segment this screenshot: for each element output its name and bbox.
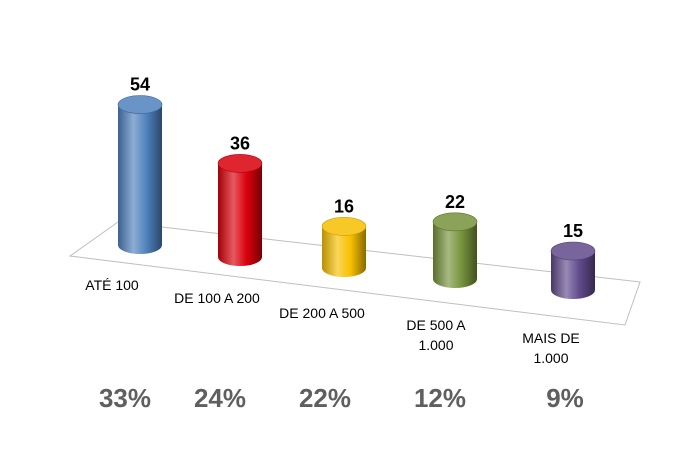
category-label: ATÉ 100 xyxy=(85,277,139,293)
category-label-line: 1.000 xyxy=(418,337,453,353)
bar-body xyxy=(118,104,162,254)
bar xyxy=(432,212,478,288)
bar-body xyxy=(551,251,595,299)
category-label: DE 200 A 500 xyxy=(279,305,365,321)
bar-top xyxy=(321,217,367,236)
bar-top xyxy=(432,212,478,232)
bar-body xyxy=(433,221,477,288)
chart-labels: 54 ATÉ 100 36 DE 100 A 200 16 DE 200 A 500 22 D… xyxy=(85,75,583,366)
bar-top xyxy=(550,241,596,261)
percentage-label: 9% xyxy=(546,383,584,413)
category-label-line: DE 200 A 500 xyxy=(279,305,365,321)
data-label: 16 xyxy=(334,196,354,216)
data-label: 15 xyxy=(563,221,583,241)
percentage-label: 22% xyxy=(298,383,352,413)
bar xyxy=(550,241,596,299)
data-label: 36 xyxy=(230,133,250,153)
category-label-line: DE 500 A xyxy=(406,317,466,333)
bar-body xyxy=(218,163,262,266)
bar-top xyxy=(217,154,263,173)
category-label-line: ATÉ 100 xyxy=(85,277,139,293)
bar-top xyxy=(117,95,163,114)
bar-body xyxy=(322,226,366,277)
data-label: 54 xyxy=(130,75,150,95)
percentage-label: 24% xyxy=(193,383,247,413)
bar xyxy=(117,95,163,254)
category-label-line: DE 100 A 200 xyxy=(174,290,260,306)
category-label: DE 100 A 200 xyxy=(174,290,260,306)
data-label: 22 xyxy=(445,192,465,212)
bar xyxy=(321,217,367,277)
percentage-label: 33% xyxy=(98,383,152,413)
category-label: DE 500 A 1.000 xyxy=(406,317,466,353)
chart-bars xyxy=(117,95,596,299)
bar xyxy=(217,154,263,266)
category-label-line: 1.000 xyxy=(533,350,568,366)
percentage-label: 12% xyxy=(413,383,467,413)
category-label: MAIS DE 1.000 xyxy=(522,330,580,366)
category-label-line: MAIS DE xyxy=(522,330,580,346)
